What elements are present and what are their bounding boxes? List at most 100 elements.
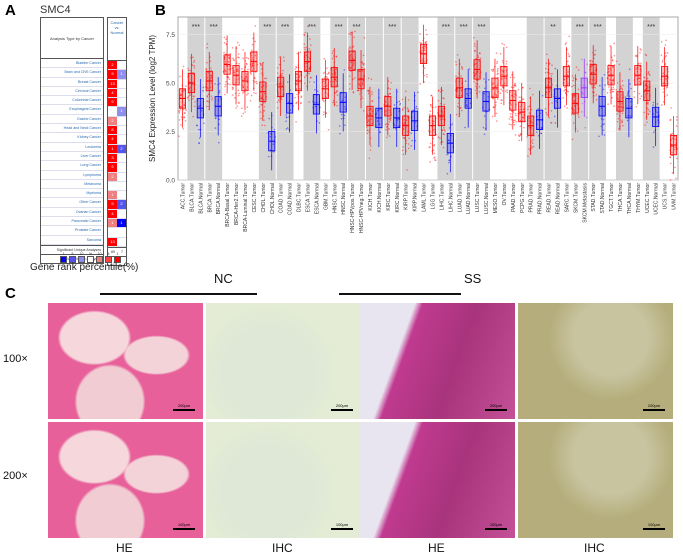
data-point <box>576 130 579 133</box>
data-point <box>551 72 553 75</box>
data-point <box>503 44 505 46</box>
data-point <box>370 145 372 147</box>
data-point <box>602 118 605 121</box>
data-point <box>515 114 517 117</box>
data-point <box>523 126 525 129</box>
data-point <box>594 49 597 52</box>
x-tick-label: SKCM.Tumor <box>573 183 579 213</box>
data-point <box>589 60 591 62</box>
data-point <box>343 69 346 71</box>
data-point <box>494 104 497 106</box>
table-row-cells: 4 <box>108 209 126 220</box>
data-point <box>240 115 243 117</box>
data-point <box>541 94 544 97</box>
box-BRCA-Luminal.Tumor <box>240 49 250 117</box>
data-point <box>367 89 370 91</box>
data-point <box>568 55 570 58</box>
data-point <box>478 52 481 54</box>
data-point <box>224 93 226 96</box>
data-point <box>401 109 404 111</box>
data-point <box>488 78 490 81</box>
data-point <box>519 120 522 122</box>
data-point <box>254 25 257 27</box>
data-point <box>473 43 476 45</box>
data-point <box>477 54 479 57</box>
data-point <box>626 94 629 97</box>
data-point <box>323 100 325 103</box>
data-point <box>621 112 624 115</box>
data-point <box>573 113 576 115</box>
data-point <box>548 62 551 65</box>
data-point <box>323 85 325 88</box>
data-point <box>501 90 504 92</box>
box-LIHC.Tumor <box>437 86 446 149</box>
data-point <box>512 86 515 89</box>
data-point <box>335 55 338 58</box>
data-point <box>371 110 374 113</box>
data-point <box>188 95 190 97</box>
data-point <box>545 91 548 94</box>
data-point <box>609 45 611 47</box>
data-point <box>496 73 499 76</box>
data-point <box>474 50 476 52</box>
data-point <box>180 116 183 118</box>
significance-label: *** <box>263 24 271 31</box>
data-point <box>286 127 289 129</box>
data-point <box>607 103 609 105</box>
scale-bar-label: 200μm <box>177 403 191 408</box>
data-point <box>593 54 596 56</box>
data-point <box>260 97 263 100</box>
data-point <box>295 121 297 123</box>
data-point <box>203 122 205 125</box>
data-point <box>238 92 240 95</box>
data-point <box>545 67 547 70</box>
down-cell <box>117 209 126 219</box>
data-point <box>530 108 533 111</box>
data-point <box>644 124 646 126</box>
data-point <box>232 87 235 89</box>
data-point <box>308 48 311 50</box>
data-point <box>276 72 279 74</box>
data-point <box>358 70 361 73</box>
data-point <box>357 89 360 92</box>
data-point <box>223 58 226 60</box>
data-point <box>309 77 312 79</box>
data-point <box>676 116 678 118</box>
x-tick-label: LIHC.Normal <box>448 183 454 212</box>
data-point <box>500 99 503 101</box>
down-cell <box>117 116 126 126</box>
data-point <box>250 94 253 97</box>
data-point <box>499 92 502 95</box>
x-tick-label: PAAD.Tumor <box>511 183 517 212</box>
data-point <box>616 113 619 115</box>
data-point <box>611 96 613 99</box>
box-MESO.Tumor <box>490 52 499 122</box>
data-point <box>237 94 240 97</box>
data-point <box>263 105 266 108</box>
data-point <box>389 116 391 119</box>
data-point <box>646 107 649 110</box>
data-point <box>501 42 503 45</box>
data-point <box>308 68 311 70</box>
data-point <box>531 142 534 145</box>
data-point <box>278 63 281 66</box>
data-point <box>665 74 668 76</box>
data-point <box>327 72 330 75</box>
swatch <box>69 256 76 263</box>
x-tick-label: ESCA.Normal <box>314 183 320 214</box>
x-tick-label: THCA.Normal <box>627 183 633 214</box>
data-point <box>193 67 196 69</box>
data-point <box>386 136 388 139</box>
up-cell: 5 <box>108 200 117 209</box>
data-point <box>549 85 551 88</box>
data-point <box>433 152 436 155</box>
data-point <box>283 60 285 62</box>
data-point <box>652 131 655 134</box>
box-READ.Tumor <box>544 53 553 124</box>
data-point <box>475 62 477 65</box>
table-row-cells: 9 <box>108 163 126 173</box>
data-point <box>234 97 236 99</box>
data-point <box>483 92 485 95</box>
data-point <box>325 85 328 87</box>
